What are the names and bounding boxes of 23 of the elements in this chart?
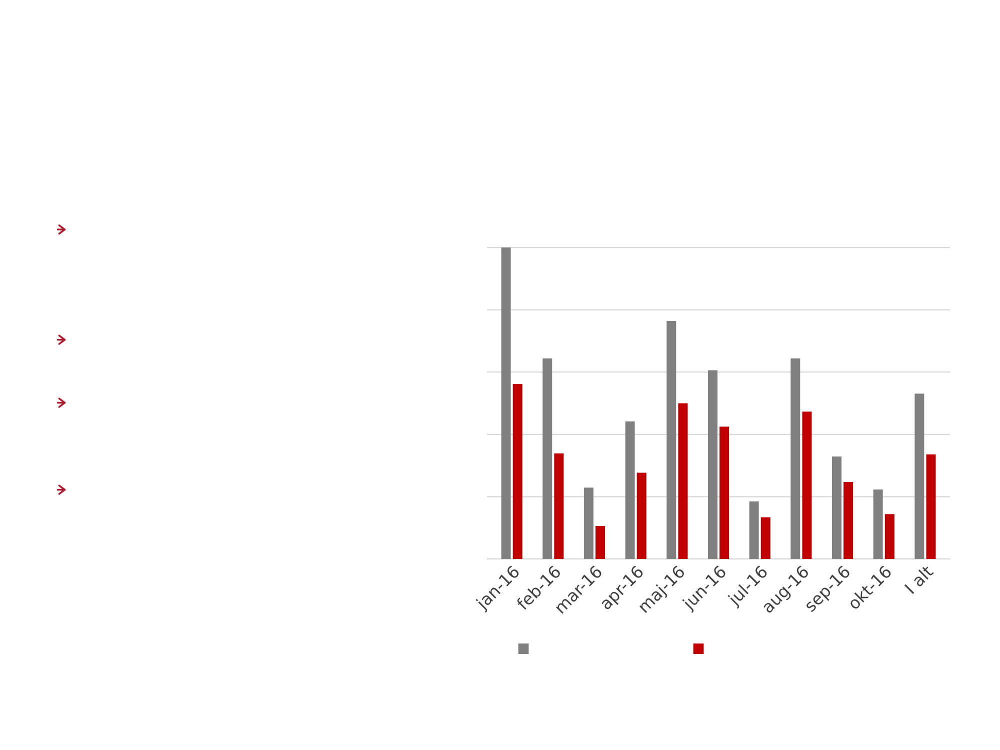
bar [790,358,800,559]
bar [926,454,936,559]
bar [760,517,770,559]
x-tick-label: I alt [904,564,934,594]
bar [596,526,606,559]
bar [708,370,718,559]
bar [884,514,894,559]
bar [625,421,635,559]
bar [666,321,676,559]
bar [720,426,730,559]
bar [873,490,883,559]
bar [678,403,688,559]
bar [584,488,594,559]
bar [802,412,812,559]
bar [512,384,522,559]
bar [636,472,646,559]
bar [542,358,552,559]
bar [914,394,924,559]
bar [832,456,842,559]
bar [554,453,564,559]
bar [501,248,511,559]
bar [749,501,759,559]
bar [844,482,854,559]
